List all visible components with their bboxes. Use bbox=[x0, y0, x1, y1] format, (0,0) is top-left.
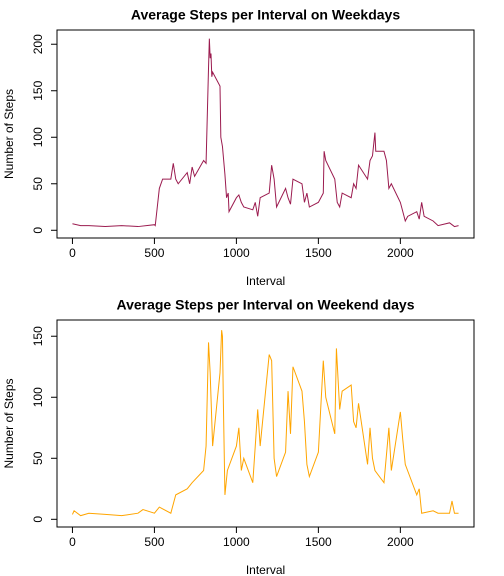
y-axis-label: Number of Steps bbox=[2, 378, 16, 468]
y-tick-label: 200 bbox=[31, 34, 45, 54]
data-line bbox=[72, 38, 459, 228]
x-tick-label: 2000 bbox=[387, 535, 414, 549]
x-axis-label: Interval bbox=[246, 274, 285, 288]
x-tick-label: 2000 bbox=[387, 246, 414, 260]
y-tick-label: 50 bbox=[31, 451, 45, 465]
x-tick-label: 500 bbox=[144, 246, 164, 260]
x-axis-label: Interval bbox=[246, 563, 285, 576]
chart-title: Average Steps per Interval on Weekdays bbox=[131, 7, 400, 23]
plot-frame bbox=[56, 29, 475, 239]
y-tick-label: 150 bbox=[31, 326, 45, 346]
y-tick-label: 100 bbox=[31, 387, 45, 407]
y-tick-label: 100 bbox=[31, 127, 45, 147]
y-tick-label: 0 bbox=[31, 516, 45, 523]
y-axis-label: Number of Steps bbox=[2, 89, 16, 179]
x-tick-label: 1000 bbox=[223, 246, 250, 260]
x-tick-label: 0 bbox=[69, 535, 76, 549]
x-tick-label: 1500 bbox=[305, 246, 332, 260]
y-tick-label: 150 bbox=[31, 80, 45, 100]
y-tick-label: 50 bbox=[31, 177, 45, 191]
chart-title: Average Steps per Interval on Weekend da… bbox=[116, 297, 414, 313]
data-line bbox=[71, 330, 459, 517]
plot-frame bbox=[56, 319, 475, 528]
y-tick-label: 0 bbox=[31, 227, 45, 234]
x-tick-label: 0 bbox=[69, 246, 76, 260]
x-tick-label: 500 bbox=[144, 535, 164, 549]
x-tick-label: 1500 bbox=[305, 535, 332, 549]
x-tick-label: 1000 bbox=[223, 535, 250, 549]
